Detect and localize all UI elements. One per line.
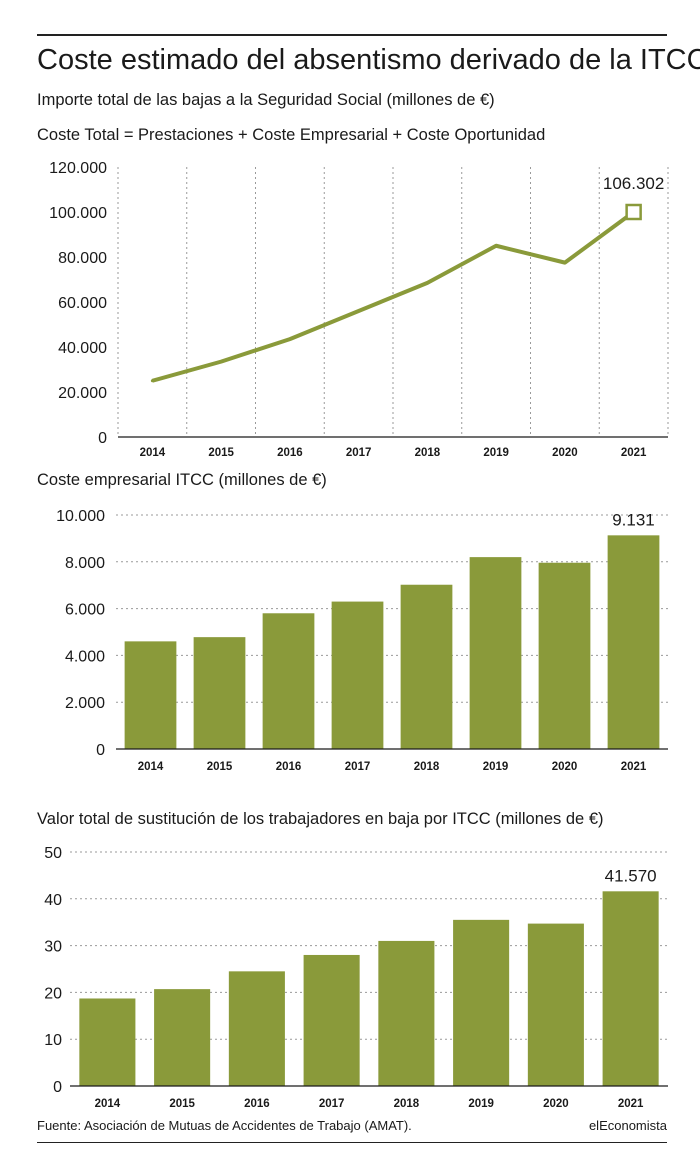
data-point xyxy=(288,337,292,341)
bar-chart-employer-cost: 0 2.000 4.000 6.000 8.000 10.000 2014 2015 2016 2… xyxy=(56,508,668,773)
y-tick-label: 20 xyxy=(44,985,62,1002)
x-tick-label: 2014 xyxy=(95,1098,121,1110)
y-tick-label: 8.000 xyxy=(65,555,105,572)
x-tick-label: 2017 xyxy=(346,447,372,459)
brand-logo-text: elEconomista xyxy=(588,1118,667,1133)
y-tick-label: 10 xyxy=(44,1032,62,1049)
x-tick-label: 2020 xyxy=(552,761,578,773)
x-tick-label: 2014 xyxy=(140,447,166,459)
y-tick-label: 2.000 xyxy=(65,695,105,712)
data-label-2021: 106.302 xyxy=(603,174,664,193)
last-point-marker xyxy=(625,203,642,221)
top-rule xyxy=(37,34,667,36)
x-tick-label: 2016 xyxy=(244,1098,270,1110)
y-tick-label: 10.000 xyxy=(56,508,105,525)
bar-chart-replacement-value: 0 10 20 30 40 50 2014 2015 2016 2017 2018 2019 2020 2… xyxy=(44,845,668,1110)
x-tick-label: 2021 xyxy=(621,761,647,773)
bar-2020 xyxy=(527,923,584,1086)
data-point xyxy=(150,379,154,383)
x-tick-label: 2015 xyxy=(207,761,233,773)
line-chart-total-cost: 0 20.000 40.000 60.000 80.000 100.000 120.000 2… xyxy=(49,160,669,459)
bar-2018 xyxy=(378,940,435,1086)
x-tick-label: 2018 xyxy=(415,447,441,459)
y-tick-label: 120.000 xyxy=(49,160,107,177)
y-tick-label: 100.000 xyxy=(49,205,107,222)
x-tick-label: 2019 xyxy=(483,761,509,773)
x-tick-label: 2020 xyxy=(543,1098,569,1110)
y-tick-label: 20.000 xyxy=(58,385,107,402)
x-tick-label: 2021 xyxy=(618,1098,644,1110)
chart1-title: Importe total de las bajas a la Segurida… xyxy=(37,91,495,109)
x-tick-label: 2019 xyxy=(468,1098,494,1110)
bar-2015 xyxy=(154,989,211,1086)
chart3-title: Valor total de sustitución de los trabaj… xyxy=(37,810,604,828)
x-tick-label: 2014 xyxy=(138,761,164,773)
data-label-2021: 41.570 xyxy=(605,866,657,885)
x-tick-label: 2016 xyxy=(277,447,303,459)
x-tick-label: 2019 xyxy=(483,447,509,459)
data-point xyxy=(563,261,567,265)
y-tick-label: 30 xyxy=(44,939,62,956)
y-tick-label: 40 xyxy=(44,892,62,909)
x-tick-label: 2017 xyxy=(345,761,371,773)
data-point xyxy=(219,360,223,364)
bar-2016 xyxy=(228,971,285,1086)
bar-2019 xyxy=(453,919,510,1086)
x-tick-label: 2015 xyxy=(169,1098,195,1110)
data-label-2021: 9.131 xyxy=(612,510,655,529)
bar-2021 xyxy=(602,891,659,1086)
bar-2019 xyxy=(469,557,522,749)
data-point xyxy=(425,281,429,285)
bar-2021 xyxy=(607,535,660,749)
x-tick-label: 2021 xyxy=(621,447,647,459)
bar-2014 xyxy=(79,998,136,1086)
y-tick-label: 0 xyxy=(98,430,107,447)
y-tick-label: 60.000 xyxy=(58,295,107,312)
bar-2015 xyxy=(193,637,246,749)
y-tick-label: 6.000 xyxy=(65,602,105,619)
y-tick-label: 40.000 xyxy=(58,340,107,357)
x-tick-label: 2018 xyxy=(394,1098,420,1110)
x-tick-label: 2015 xyxy=(208,447,234,459)
y-tick-label: 80.000 xyxy=(58,250,107,267)
bar-2020 xyxy=(538,562,591,749)
data-point xyxy=(494,244,498,248)
y-tick-label: 4.000 xyxy=(65,648,105,665)
chart2-title: Coste empresarial ITCC (millones de €) xyxy=(37,471,327,489)
x-tick-label: 2017 xyxy=(319,1098,345,1110)
page-title: Coste estimado del absentismo derivado d… xyxy=(37,44,700,76)
bar-2017 xyxy=(331,601,384,749)
y-tick-label: 50 xyxy=(44,845,62,862)
bar-2014 xyxy=(124,641,177,749)
source-note: Fuente: Asociación de Mutuas de Accident… xyxy=(37,1118,412,1133)
chart1-formula: Coste Total = Prestaciones + Coste Empre… xyxy=(37,126,546,144)
bar-2018 xyxy=(400,584,453,749)
bottom-rule xyxy=(37,1142,667,1143)
y-tick-label: 0 xyxy=(96,742,105,759)
x-tick-label: 2020 xyxy=(552,447,578,459)
series-line xyxy=(151,210,635,383)
x-tick-label: 2018 xyxy=(414,761,440,773)
bar-2016 xyxy=(262,613,315,749)
data-point xyxy=(357,309,361,313)
x-tick-label: 2016 xyxy=(276,761,302,773)
bar-2017 xyxy=(303,954,360,1086)
y-tick-label: 0 xyxy=(53,1079,62,1096)
